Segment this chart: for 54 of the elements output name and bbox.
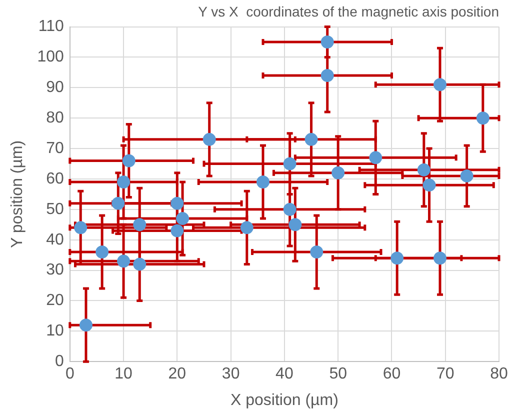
point <box>117 176 130 189</box>
point <box>170 196 184 210</box>
y-tick-label: 40 <box>46 231 64 248</box>
point <box>283 202 296 216</box>
point <box>320 69 334 82</box>
point <box>422 178 436 192</box>
y-tick-label: 50 <box>46 200 64 218</box>
chart-title: Y vs X coordinates of the magnetic axis position <box>198 3 499 20</box>
point <box>283 157 296 170</box>
point <box>460 169 474 182</box>
y-tick-label: 60 <box>46 170 64 188</box>
point <box>256 176 270 189</box>
x-tick-label: 70 <box>436 366 454 383</box>
point <box>369 151 382 164</box>
point <box>240 221 254 234</box>
y-tick-label: 100 <box>37 48 64 66</box>
point <box>74 221 88 234</box>
x-tick-label: 40 <box>276 366 294 383</box>
x-tick-label: 30 <box>222 366 240 383</box>
point <box>202 132 216 146</box>
x-tick-label: 60 <box>382 366 401 383</box>
point <box>476 112 490 125</box>
y-tick-label: 80 <box>46 110 64 127</box>
x-tick-label: 20 <box>168 366 186 383</box>
y-tick-label: 0 <box>54 353 64 370</box>
point <box>434 78 446 92</box>
point <box>96 246 109 259</box>
point <box>79 318 92 332</box>
point <box>332 166 345 180</box>
point <box>133 218 146 232</box>
y-axis-title: Y position (µm) <box>9 140 26 248</box>
point <box>304 132 318 146</box>
x-axis-title: X position (µm) <box>230 392 338 409</box>
y-tick-label: 90 <box>46 79 64 96</box>
point <box>288 218 302 232</box>
point <box>320 36 334 49</box>
point <box>112 196 125 210</box>
point <box>417 163 430 176</box>
y-tick-label: 70 <box>46 140 64 157</box>
point <box>170 224 184 238</box>
point <box>310 246 324 259</box>
y-tick-label: 110 <box>38 18 64 36</box>
point <box>176 212 190 226</box>
y-tick-label: 20 <box>46 292 64 310</box>
x-tick-label: 80 <box>490 366 508 383</box>
y-tick-label: 30 <box>46 262 64 279</box>
y-tick-label: 10 <box>46 322 64 340</box>
point <box>133 258 146 271</box>
point <box>390 252 404 265</box>
point <box>434 252 446 265</box>
x-tick-label: 50 <box>329 366 348 383</box>
x-tick-label: 10 <box>114 366 133 383</box>
point <box>122 154 136 168</box>
point <box>117 254 130 268</box>
